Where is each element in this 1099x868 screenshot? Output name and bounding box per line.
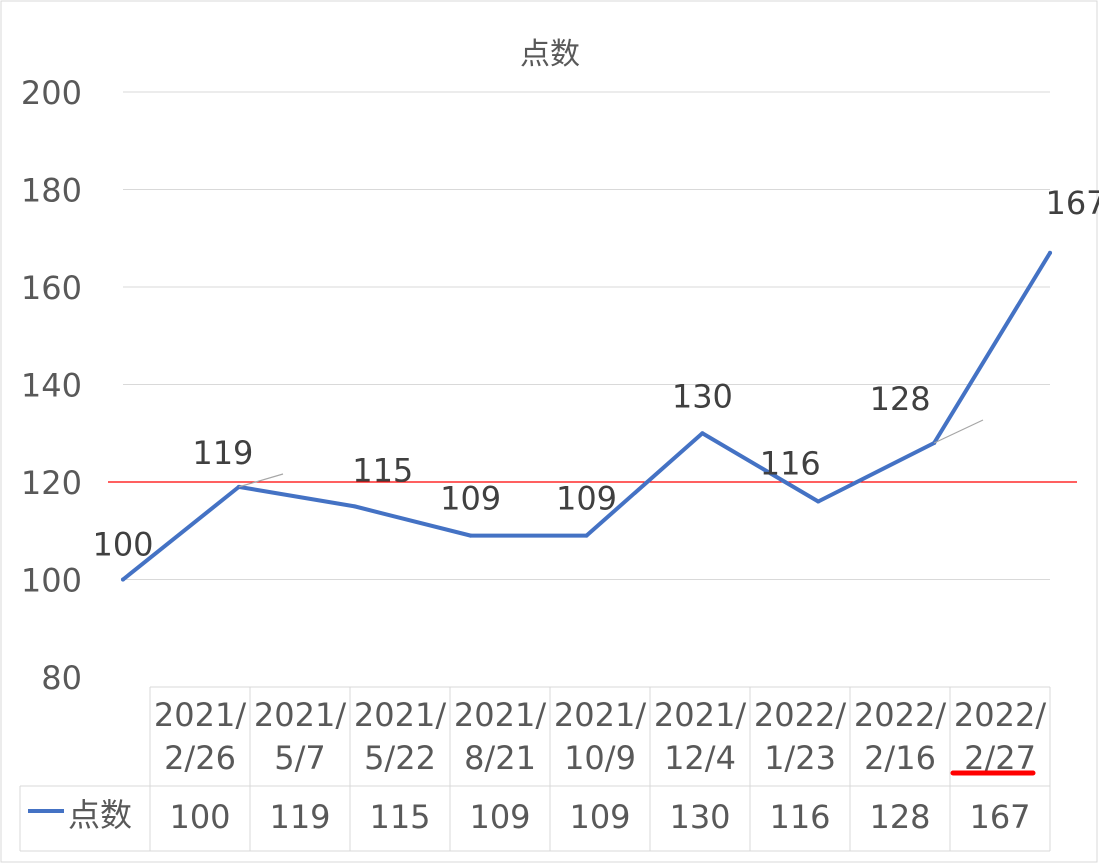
x-category-label-line: 10/9 bbox=[564, 739, 636, 777]
y-tick-label: 100 bbox=[21, 562, 82, 600]
data-label: 119 bbox=[192, 434, 253, 472]
x-category-label: 2021/5/22 bbox=[354, 696, 446, 777]
x-category-label-line: 2022/ bbox=[954, 696, 1046, 734]
x-category-label-line: 5/22 bbox=[364, 739, 436, 777]
data-label: 128 bbox=[870, 380, 931, 418]
y-tick-label: 80 bbox=[41, 659, 82, 697]
y-tick-label: 120 bbox=[21, 464, 82, 502]
y-tick-label: 140 bbox=[21, 367, 82, 405]
series-group bbox=[121, 250, 1052, 582]
data-point bbox=[121, 577, 125, 582]
data-point bbox=[584, 533, 589, 538]
x-category-label-line: 2021/ bbox=[354, 696, 446, 734]
x-category-label-line: 2022/ bbox=[854, 696, 946, 734]
x-category-label-line: 2/26 bbox=[164, 739, 236, 777]
x-category-label-line: 12/4 bbox=[664, 739, 736, 777]
data-point bbox=[816, 499, 821, 504]
y-axis: 80 100 120 140 160 180 200 bbox=[21, 74, 82, 697]
data-point bbox=[468, 533, 473, 538]
data-table: 2021/2/262021/5/72021/5/222021/8/212021/… bbox=[19, 686, 1051, 852]
data-label: 109 bbox=[556, 480, 617, 518]
table-value: 109 bbox=[469, 798, 530, 836]
x-category-label-line: 1/23 bbox=[764, 739, 836, 777]
legend-label: 点数 bbox=[68, 796, 132, 834]
y-tick-label: 200 bbox=[21, 74, 82, 112]
x-category-label: 2021/5/7 bbox=[254, 696, 346, 777]
table-value: 115 bbox=[369, 798, 430, 836]
x-category-label-line: 2021/ bbox=[254, 696, 346, 734]
data-label: 116 bbox=[760, 445, 821, 483]
x-category-label: 2021/10/9 bbox=[554, 696, 646, 777]
x-category-label-line: 2021/ bbox=[554, 696, 646, 734]
data-point bbox=[352, 504, 357, 509]
x-category-label: 2021/12/4 bbox=[654, 696, 746, 777]
x-category-label-line: 2021/ bbox=[654, 696, 746, 734]
data-labels: 100 119 115 109 109 130 116 128 167 bbox=[92, 184, 1099, 564]
data-label: 109 bbox=[440, 480, 501, 518]
leader-line bbox=[238, 473, 284, 488]
y-tick-label: 160 bbox=[21, 269, 82, 307]
x-category-label-line: 2021/ bbox=[154, 696, 246, 734]
table-value: 130 bbox=[669, 798, 730, 836]
data-label: 167 bbox=[1045, 184, 1099, 222]
table-value: 119 bbox=[269, 798, 330, 836]
table-value: 100 bbox=[169, 798, 230, 836]
x-category-label-line: 8/21 bbox=[464, 739, 536, 777]
chart-title: 点数 bbox=[520, 37, 580, 72]
table-value: 167 bbox=[969, 798, 1030, 836]
x-category-label: 2021/2/26 bbox=[154, 696, 246, 777]
x-category-label-line: 2022/ bbox=[754, 696, 846, 734]
x-category-label-line: 2/16 bbox=[864, 739, 936, 777]
data-label: 100 bbox=[92, 526, 153, 564]
data-label: 130 bbox=[672, 377, 733, 415]
x-category-label: 2021/8/21 bbox=[454, 696, 546, 777]
table-value: 128 bbox=[869, 798, 930, 836]
leader-line bbox=[933, 419, 984, 444]
data-point bbox=[1048, 250, 1052, 255]
y-tick-label: 180 bbox=[21, 172, 82, 210]
table-value: 116 bbox=[769, 798, 830, 836]
x-category-label-line: 5/7 bbox=[274, 739, 326, 777]
x-category-label-line: 2021/ bbox=[454, 696, 546, 734]
x-category-label: 2022/2/16 bbox=[854, 696, 946, 777]
x-category-label: 2022/1/23 bbox=[754, 696, 846, 777]
data-label: 115 bbox=[352, 451, 413, 489]
data-point bbox=[700, 431, 705, 436]
table-value: 109 bbox=[569, 798, 630, 836]
